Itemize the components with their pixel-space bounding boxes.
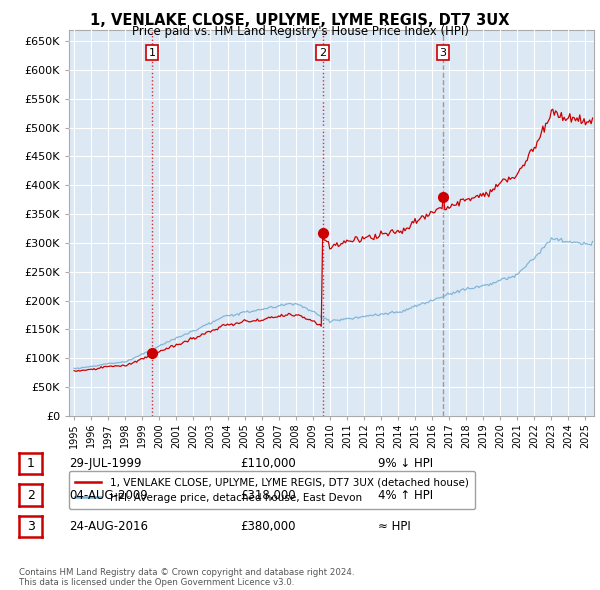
- Text: Contains HM Land Registry data © Crown copyright and database right 2024.
This d: Contains HM Land Registry data © Crown c…: [19, 568, 355, 587]
- Text: 2: 2: [26, 489, 35, 502]
- Text: 2: 2: [319, 48, 326, 58]
- Text: 1: 1: [149, 48, 155, 58]
- Text: 4% ↑ HPI: 4% ↑ HPI: [378, 489, 433, 502]
- Text: 3: 3: [440, 48, 446, 58]
- Text: 3: 3: [26, 520, 35, 533]
- Text: Price paid vs. HM Land Registry's House Price Index (HPI): Price paid vs. HM Land Registry's House …: [131, 25, 469, 38]
- Text: 24-AUG-2016: 24-AUG-2016: [69, 520, 148, 533]
- Legend: 1, VENLAKE CLOSE, UPLYME, LYME REGIS, DT7 3UX (detached house), HPI: Average pri: 1, VENLAKE CLOSE, UPLYME, LYME REGIS, DT…: [69, 471, 475, 509]
- Text: 04-AUG-2009: 04-AUG-2009: [69, 489, 148, 502]
- Text: 9% ↓ HPI: 9% ↓ HPI: [378, 457, 433, 470]
- Text: ≈ HPI: ≈ HPI: [378, 520, 411, 533]
- Text: £380,000: £380,000: [240, 520, 296, 533]
- Text: £318,000: £318,000: [240, 489, 296, 502]
- Text: 29-JUL-1999: 29-JUL-1999: [69, 457, 142, 470]
- Text: 1, VENLAKE CLOSE, UPLYME, LYME REGIS, DT7 3UX: 1, VENLAKE CLOSE, UPLYME, LYME REGIS, DT…: [90, 13, 510, 28]
- Text: £110,000: £110,000: [240, 457, 296, 470]
- Text: 1: 1: [26, 457, 35, 470]
